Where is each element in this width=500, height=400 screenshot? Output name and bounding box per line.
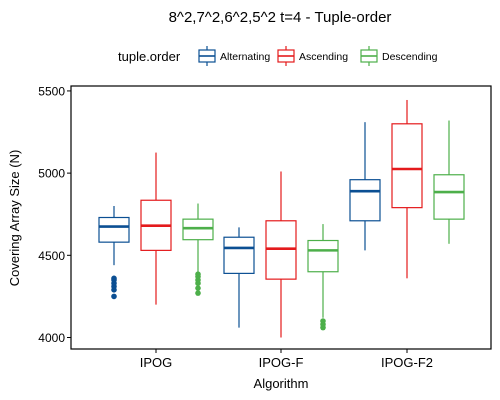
box-descending-ipog-f2 [433,174,465,220]
y-tick-label: 4500 [38,249,65,263]
y-tick-label: 5000 [38,167,65,181]
box-descending-ipog-outlier [195,290,201,296]
x-axis-label: Algorithm [254,376,309,391]
x-tick-label: IPOG [140,355,173,370]
box-descending-ipog-outlier [195,285,201,291]
box-descending-ipog-f-outlier [320,318,326,324]
box-descending-ipog-f [307,239,339,273]
legend-label-ascending: Ascending [299,51,348,63]
box-alternating-ipog-f2 [349,179,381,222]
x-tick-label: IPOG-F2 [381,355,433,370]
legend-label-descending: Descending [382,51,438,63]
legend-title: tuple.order [118,49,181,64]
legend: tuple.order Alternating Ascending Descendi… [118,46,438,66]
legend-label-alternating: Alternating [220,51,270,63]
box-alternating-ipog-outlier [111,275,117,282]
box-alternating-ipog-outlier [111,293,117,300]
box-ascending-ipog-f2 [391,123,423,209]
chart-title: 8^2,7^2,6^2,5^2 t=4 - Tuple-order [169,9,392,26]
box-alternating-ipog [98,216,130,243]
box-alternating-ipog-f [223,236,255,274]
y-tick-label: 4000 [38,331,65,345]
plot-marks [98,99,465,338]
box-descending-ipog-outlier [195,271,201,278]
y-tick-label: 5500 [38,84,65,98]
x-tick-label: IPOG-F [259,355,304,370]
y-axis-label: Covering Array Size (N) [7,150,22,287]
axes: 4000 4500 5000 5500 IPOG IPOG-F IPOG-F2 [38,84,433,370]
